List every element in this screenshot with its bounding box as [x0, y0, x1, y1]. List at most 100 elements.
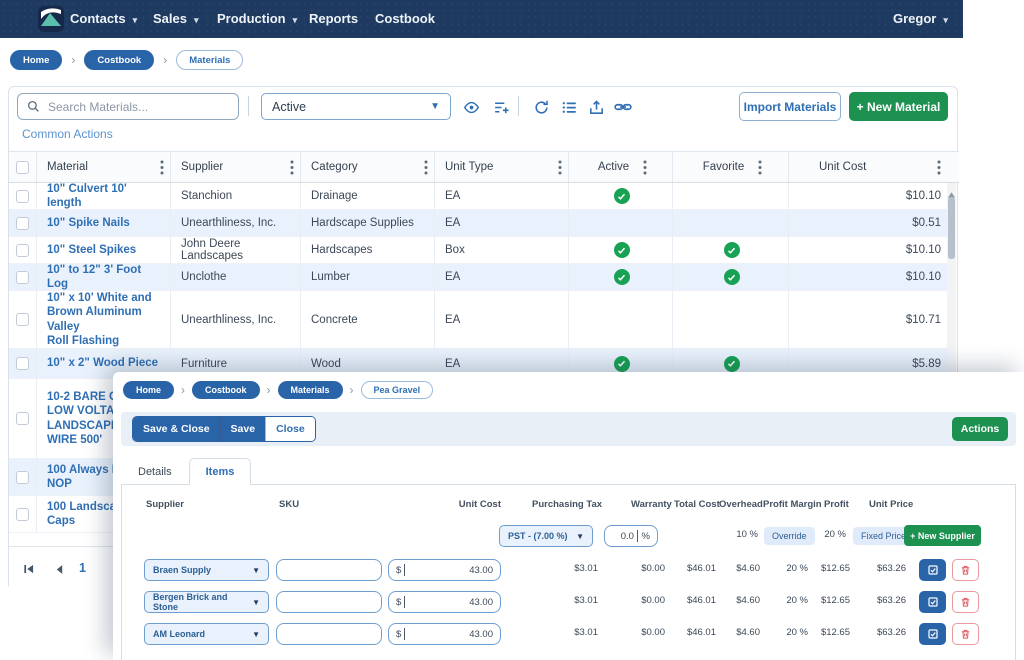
breadcrumb-pea-gravel[interactable]: Pea Gravel	[360, 381, 434, 399]
save-and-close-button[interactable]: Save & Close	[133, 417, 220, 441]
confirm-supplier-button[interactable]	[919, 591, 946, 613]
sku-input[interactable]	[284, 596, 374, 608]
close-button[interactable]: Close	[265, 417, 315, 441]
sku-input[interactable]	[284, 564, 374, 576]
profit-margin-override-chip[interactable]: Override	[764, 527, 815, 545]
breadcrumb-costbook[interactable]: Costbook	[84, 50, 155, 70]
delete-supplier-button[interactable]	[952, 559, 979, 581]
material-link[interactable]: 10" Spike Nails	[47, 216, 130, 229]
sku-input-box	[276, 559, 382, 581]
confirm-supplier-button[interactable]	[919, 623, 946, 645]
import-materials-button[interactable]: Import Materials	[739, 92, 841, 121]
column-header-unit-cost[interactable]: Unit Cost	[789, 152, 949, 182]
profit-margin-cell: 20 %	[786, 563, 808, 574]
save-button[interactable]: Save	[219, 417, 266, 441]
export-icon[interactable]	[586, 97, 606, 117]
link-icon[interactable]	[613, 97, 633, 117]
row-checkbox[interactable]	[16, 412, 29, 425]
actions-button[interactable]: Actions	[952, 417, 1008, 441]
column-header-unit-type[interactable]: Unit Type	[435, 152, 569, 182]
select-all-checkbox[interactable]	[16, 160, 29, 174]
add-filter-icon[interactable]	[491, 97, 511, 117]
column-menu-icon[interactable]	[290, 160, 294, 175]
row-checkbox[interactable]	[16, 507, 29, 521]
row-checkbox[interactable]	[16, 243, 29, 257]
nav-item-contacts[interactable]: Contacts ▾	[70, 11, 138, 26]
breadcrumb-materials[interactable]: Materials	[277, 381, 343, 399]
row-checkbox[interactable]	[16, 357, 29, 370]
supplier-dropdown[interactable]: Bergen Brick and Stone ▼	[144, 591, 269, 613]
new-material-button[interactable]: + New Material	[849, 92, 948, 121]
material-link[interactable]: 100 Always L NOP	[47, 463, 119, 490]
unit-type-cell: EA	[435, 349, 569, 378]
nav-item-production[interactable]: Production ▾	[217, 11, 298, 26]
material-link[interactable]: 10" to 12" 3' Foot Log	[47, 264, 142, 290]
sku-input[interactable]	[284, 628, 374, 640]
unit-cost-cell: $10.10	[905, 244, 941, 256]
breadcrumb-home[interactable]: Home	[10, 50, 63, 70]
row-checkbox[interactable]	[16, 313, 29, 326]
column-menu-icon[interactable]	[558, 160, 562, 175]
supplier-dropdown[interactable]: Braen Supply ▼	[144, 559, 269, 581]
breadcrumb-materials[interactable]: Materials	[176, 50, 244, 70]
new-supplier-button[interactable]: + New Supplier	[904, 525, 981, 546]
column-menu-icon[interactable]	[160, 160, 164, 175]
breadcrumb-separator: ›	[71, 53, 76, 67]
unit-cost-input[interactable]	[409, 628, 493, 640]
warranty-input[interactable]	[612, 530, 634, 542]
scrollbar-thumb[interactable]	[948, 197, 955, 259]
row-checkbox[interactable]	[16, 470, 29, 484]
material-link[interactable]: 100 Landsca Caps	[47, 500, 117, 527]
unit-cost-input[interactable]	[409, 596, 493, 608]
vertical-scrollbar[interactable]	[947, 183, 956, 545]
breadcrumb-costbook[interactable]: Costbook	[192, 381, 260, 399]
material-link[interactable]: 10-2 BARE C LOW VOLTAG LANDSCAPE WIRE 50…	[47, 390, 124, 446]
chevron-down-icon: ▼	[430, 101, 440, 112]
user-menu[interactable]: Gregor ▾	[893, 11, 948, 26]
brand-logo[interactable]	[38, 6, 64, 32]
column-header-favorite[interactable]: Favorite	[673, 152, 789, 182]
column-menu-icon[interactable]	[937, 160, 941, 175]
unit-cost-input[interactable]	[409, 564, 493, 576]
material-link[interactable]: 10" Steel Spikes	[47, 243, 137, 256]
material-link[interactable]: 10" x 10' White and Brown Aluminum Valle…	[47, 291, 152, 347]
tab-details[interactable]: Details	[138, 465, 172, 478]
column-menu-icon[interactable]	[424, 160, 428, 175]
column-header-category[interactable]: Category	[301, 152, 435, 182]
tab-items[interactable]: Items	[188, 458, 252, 485]
column-header-supplier[interactable]: Supplier	[171, 152, 301, 182]
row-checkbox[interactable]	[16, 189, 29, 203]
column-header-material[interactable]: Material	[37, 152, 171, 182]
supplier-dropdown[interactable]: AM Leonard ▼	[144, 623, 269, 645]
common-actions-link[interactable]: Common Actions	[22, 127, 113, 141]
row-checkbox[interactable]	[16, 216, 29, 230]
breadcrumb-separator: ›	[349, 383, 354, 397]
first-page-button[interactable]	[19, 559, 39, 579]
column-menu-icon[interactable]	[758, 160, 762, 175]
material-link[interactable]: 10" x 2" Wood Piece	[47, 357, 159, 370]
eye-icon[interactable]	[461, 97, 481, 117]
material-link[interactable]: 10" Culvert 10' length	[47, 183, 127, 209]
delete-supplier-button[interactable]	[952, 623, 979, 645]
breadcrumb-home[interactable]: Home	[123, 381, 175, 399]
fixed-price-chip[interactable]: Fixed Price	[853, 527, 915, 545]
confirm-supplier-button[interactable]	[919, 559, 946, 581]
status-filter-dropdown[interactable]: Active ▼	[261, 93, 451, 120]
refresh-icon[interactable]	[531, 97, 551, 117]
nav-item-sales[interactable]: Sales ▾	[153, 11, 199, 26]
page-number[interactable]: 1	[79, 561, 86, 575]
nav-item-costbook[interactable]: Costbook	[375, 11, 435, 26]
unit-price-cell: $63.26	[876, 627, 906, 638]
column-header-active[interactable]: Active	[569, 152, 673, 182]
toolbar-divider	[518, 96, 519, 116]
scroll-up-icon[interactable]	[948, 185, 955, 203]
previous-page-button[interactable]	[49, 559, 69, 579]
row-checkbox[interactable]	[16, 270, 29, 284]
search-input[interactable]	[48, 99, 238, 114]
chevron-down-icon: ▾	[943, 15, 948, 25]
delete-supplier-button[interactable]	[952, 591, 979, 613]
column-menu-icon[interactable]	[643, 160, 647, 175]
nav-item-reports[interactable]: Reports	[309, 11, 359, 26]
list-view-icon[interactable]	[559, 97, 579, 117]
purchasing-tax-dropdown[interactable]: PST - (7.00 %) ▼	[499, 525, 593, 547]
